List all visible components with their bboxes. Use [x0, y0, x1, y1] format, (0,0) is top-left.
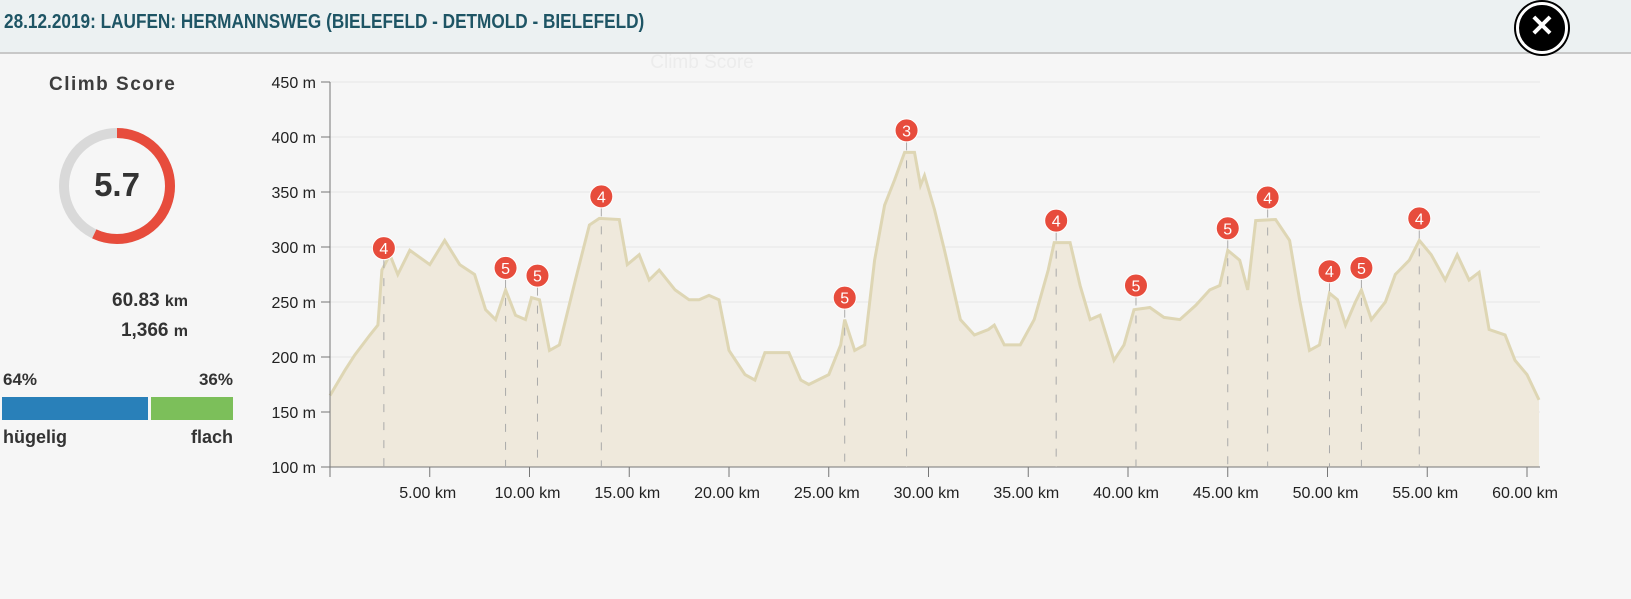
climb-marker	[493, 255, 518, 280]
y-tick-label: 100 m	[272, 460, 316, 477]
y-tick-label: 350 m	[272, 185, 316, 202]
x-tick-label: 50.00 km	[1293, 485, 1359, 502]
climb-marker	[1123, 273, 1148, 298]
climb-marker-label: 3	[902, 123, 911, 140]
climb-marker-label: 4	[379, 241, 388, 258]
close-button[interactable]: ✕	[1516, 2, 1568, 54]
x-tick-label: 15.00 km	[594, 485, 660, 502]
activity-title: 28.12.2019: LAUFEN: HERMANNSWEG (BIELEFE…	[4, 11, 645, 33]
climb-marker	[1407, 206, 1432, 231]
climb-marker-label: 5	[1132, 279, 1141, 296]
climb-marker	[1044, 208, 1069, 233]
x-tick-label: 35.00 km	[993, 485, 1059, 502]
gauge-fill	[59, 128, 175, 244]
x-tick-label: 45.00 km	[1193, 485, 1259, 502]
climb-marker-label: 4	[1263, 191, 1272, 208]
x-tick-label: 25.00 km	[794, 485, 860, 502]
y-tick-label: 300 m	[272, 240, 316, 257]
elevation-line	[328, 150, 1541, 401]
climb-marker	[1215, 216, 1240, 241]
y-tick-label: 450 m	[272, 75, 316, 92]
climb-marker-label: 5	[1223, 221, 1232, 238]
climb-marker-label: 4	[597, 189, 606, 206]
climb-marker	[1255, 185, 1280, 210]
climb-marker-label: 5	[1357, 261, 1366, 278]
elevation-area	[330, 152, 1539, 467]
chart-title: Climb Score	[650, 52, 753, 73]
flat-bar	[151, 397, 233, 420]
header: 28.12.2019: LAUFEN: HERMANNSWEG (BIELEFE…	[0, 0, 1631, 54]
climb-marker	[1349, 255, 1374, 280]
climb-marker-label: 4	[1052, 214, 1061, 231]
x-tick-label: 55.00 km	[1392, 485, 1458, 502]
y-tick-label: 250 m	[272, 295, 316, 312]
climb-score-gauge	[59, 128, 175, 244]
climb-marker-label: 4	[1415, 211, 1424, 228]
x-tick-label: 40.00 km	[1093, 485, 1159, 502]
x-tick-label: 60.00 km	[1492, 485, 1558, 502]
climb-marker	[589, 184, 614, 209]
ascent-stat: 1,366 m	[121, 320, 188, 342]
hilly-label: hügelig	[3, 427, 67, 447]
climb-score-title: Climb Score	[49, 74, 177, 95]
x-tick-label: 30.00 km	[894, 485, 960, 502]
y-tick-label: 200 m	[272, 350, 316, 367]
climb-marker	[371, 236, 396, 261]
x-tick-label: 10.00 km	[495, 485, 561, 502]
climb-marker	[1317, 259, 1342, 284]
x-tick-label: 20.00 km	[694, 485, 760, 502]
hilly-bar	[2, 397, 148, 420]
y-tick-label: 150 m	[272, 405, 316, 422]
climb-marker	[832, 285, 857, 310]
hilly-percent: 64%	[3, 370, 38, 389]
ascent-value: 1,366	[120, 320, 169, 341]
ascent-unit: m	[173, 323, 188, 340]
flat-percent: 36%	[198, 370, 233, 389]
climb-marker	[525, 263, 550, 288]
distance-stat: 60.83 km	[112, 290, 188, 312]
climb-marker-label: 5	[840, 291, 849, 308]
flat-label: flach	[190, 427, 233, 447]
climb-marker	[894, 118, 919, 143]
distance-unit: km	[164, 293, 188, 310]
x-tick-label: 5.00 km	[399, 485, 456, 502]
close-icon: ✕	[1529, 10, 1555, 43]
distance-value: 60.83	[112, 290, 160, 311]
climb-marker-label: 4	[1325, 264, 1334, 281]
y-tick-label: 400 m	[272, 130, 316, 147]
climb-marker-label: 5	[533, 269, 542, 286]
climb-score-value: 5.7	[94, 166, 140, 203]
climb-marker-label: 5	[501, 261, 510, 278]
